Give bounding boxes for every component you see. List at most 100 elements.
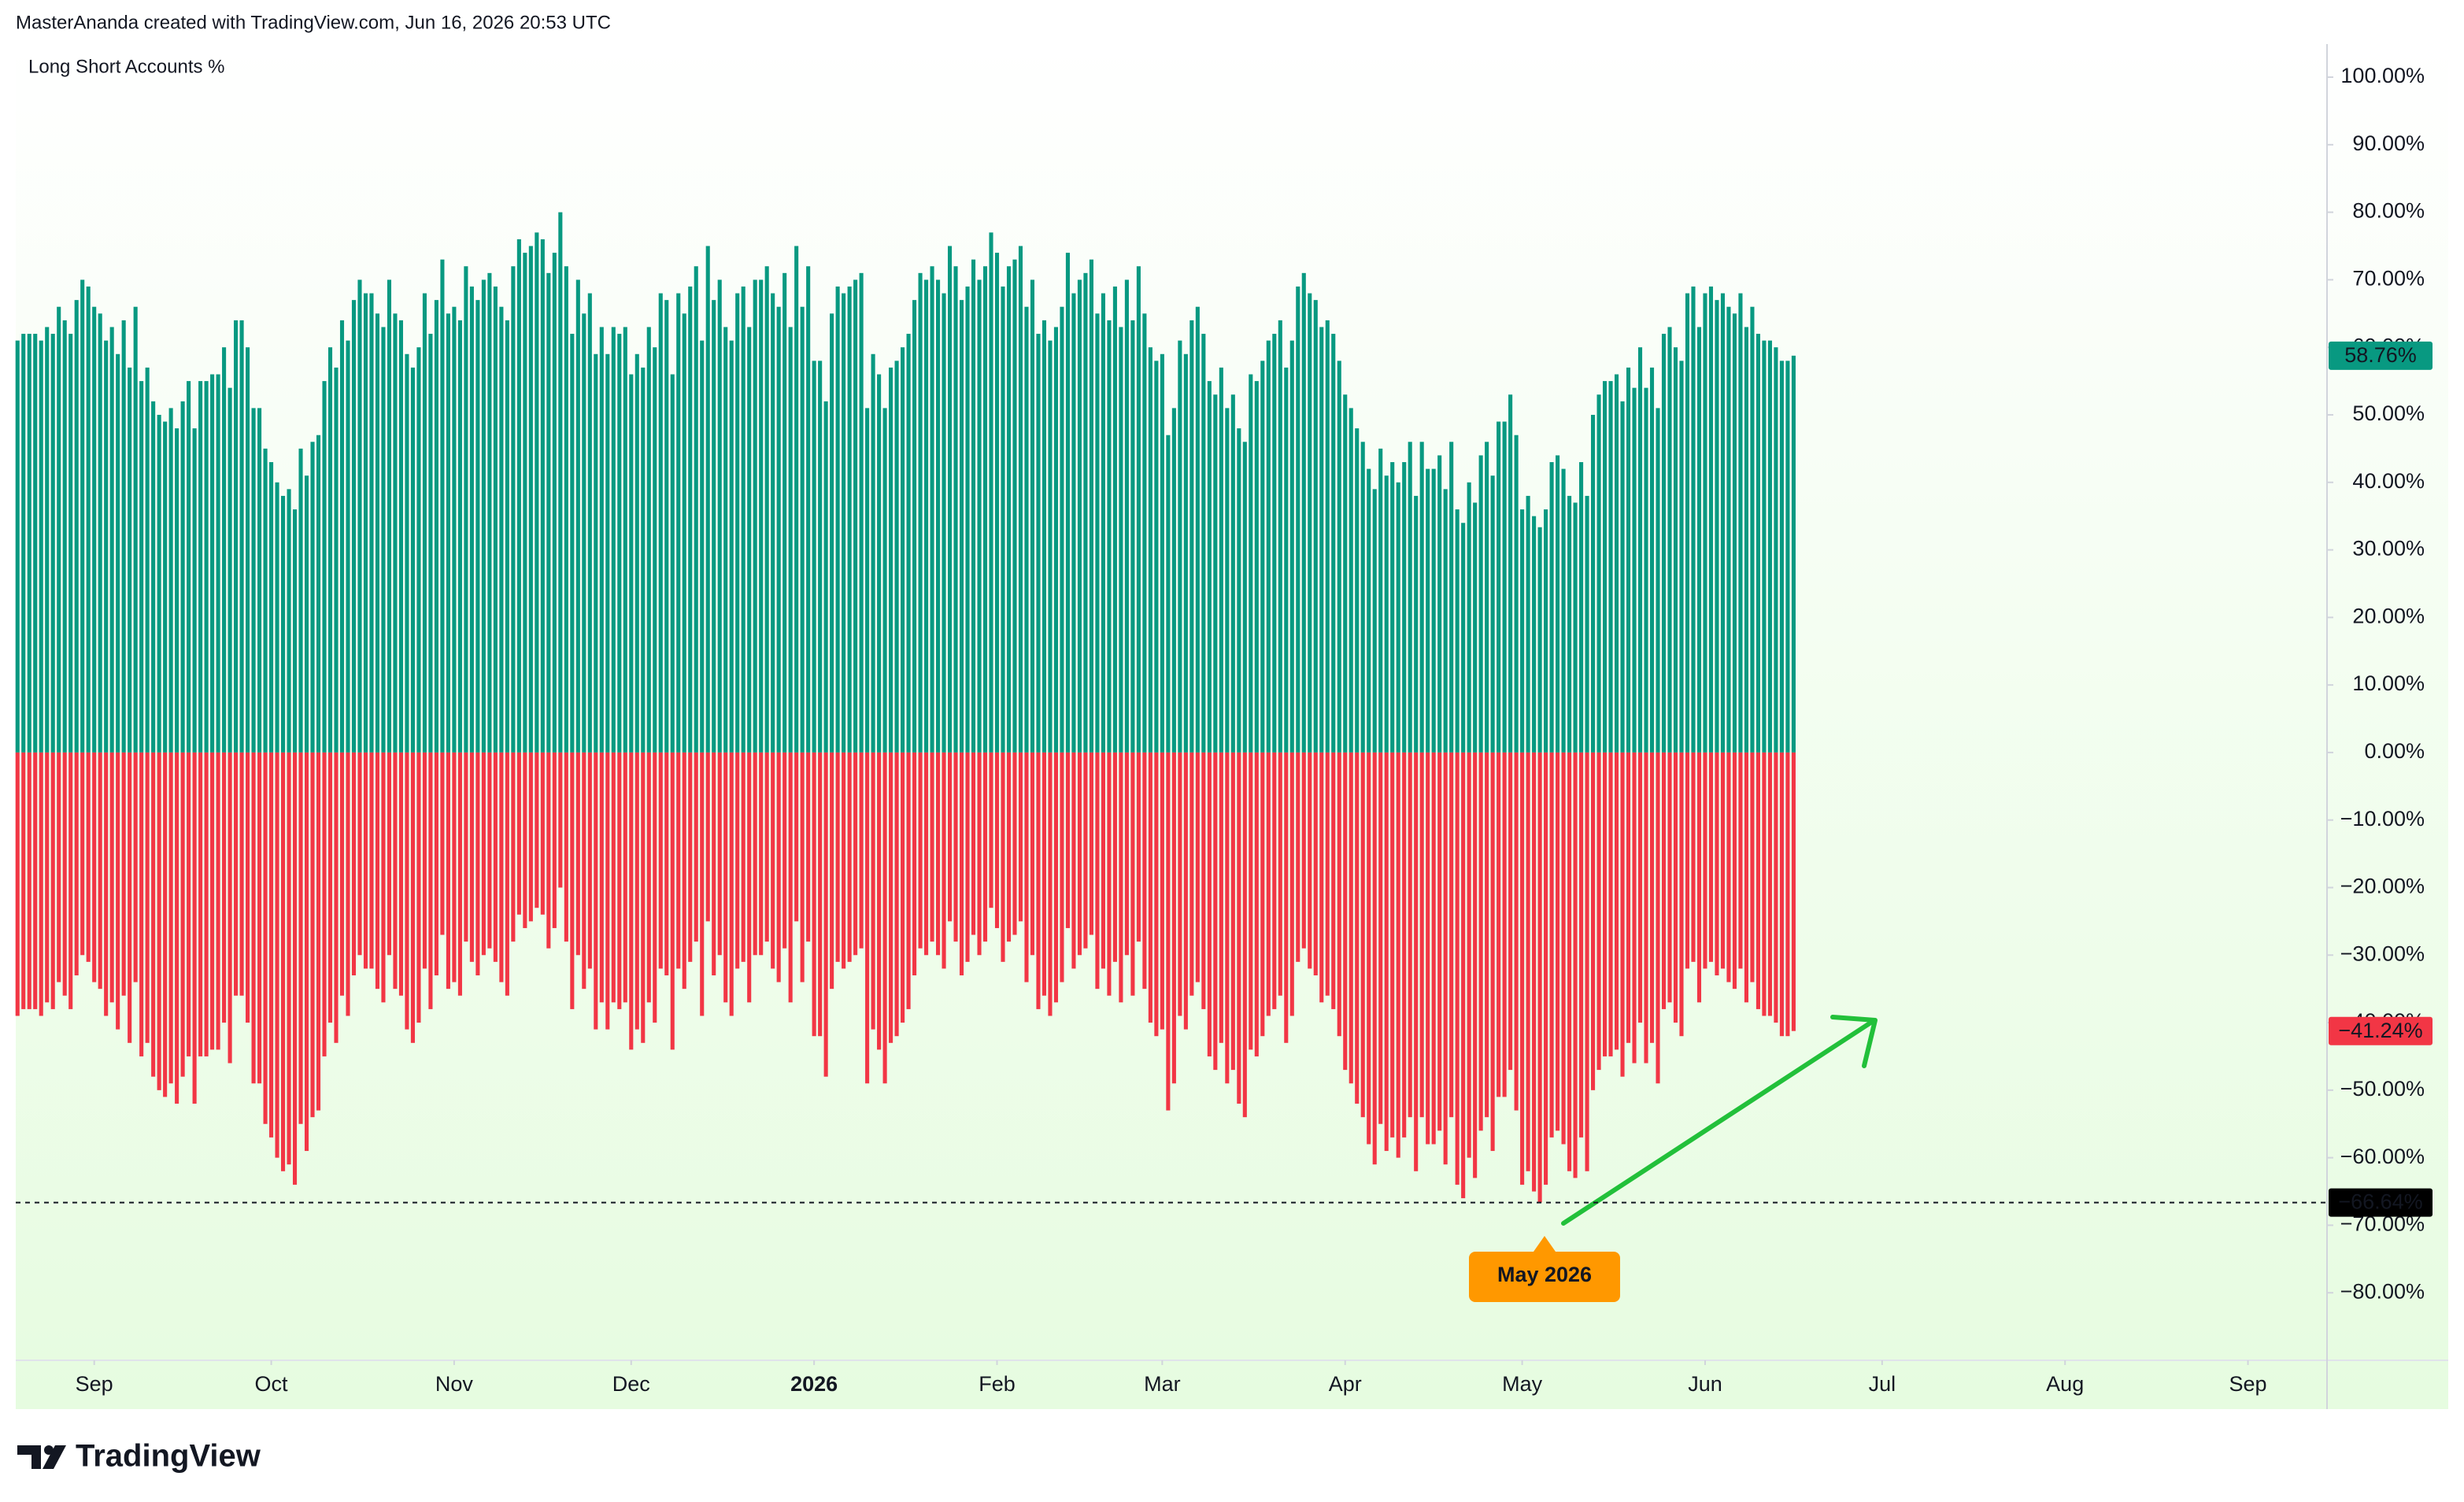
bar [192,428,197,753]
bar [1537,527,1542,753]
bar [1478,455,1483,753]
bar [234,752,239,996]
bar [1455,752,1460,1185]
bar [334,752,339,1043]
bar [1355,428,1360,753]
bar [1018,752,1023,922]
bar [351,300,357,753]
bar [327,752,333,1023]
bar [1071,752,1076,969]
bar [1715,752,1719,976]
bar [605,353,610,753]
bar [499,752,504,982]
y-tick-label: 30.00% [2352,537,2425,560]
bar [187,752,191,1056]
bar [15,340,20,753]
bar [1237,752,1241,1104]
bar [877,752,882,1050]
bar [688,752,693,962]
bar [570,334,575,753]
bar [1750,306,1755,753]
bar [1266,752,1271,1016]
bar [1041,752,1047,996]
bar [782,752,787,949]
bar [1301,752,1306,949]
bar [1449,752,1454,1118]
bar [1762,752,1767,1016]
bar [239,752,244,996]
bar [1136,752,1141,942]
bar [422,293,427,753]
bar [57,752,61,982]
bar [664,300,669,753]
bar [1083,272,1088,753]
bar [1024,306,1029,753]
bar [375,752,380,990]
bar [771,293,775,753]
bar [1166,752,1171,1111]
bar [1703,293,1707,753]
bar [499,306,504,753]
bar [906,752,911,1009]
bar [1632,752,1637,1064]
bar [257,408,262,753]
bar [901,752,905,1023]
bar [1637,347,1643,753]
bar [464,752,468,942]
bar [1738,293,1743,753]
bar [1626,367,1631,753]
price-label: −41.24% [2338,1019,2422,1042]
bar [1791,355,1796,753]
bar [104,752,109,1016]
bar [942,293,946,753]
bar [1018,246,1023,753]
bar [1514,752,1519,1111]
bar [175,752,179,1104]
bar [416,752,421,1023]
bar [1614,374,1619,753]
bar [670,374,675,753]
bar [753,279,757,753]
bar [629,374,634,753]
bar [39,340,43,753]
bar [924,279,929,753]
bar [1289,752,1294,1016]
bar [546,752,551,949]
bar [818,361,823,753]
bar [457,320,462,753]
bar [859,272,864,753]
bar [1431,468,1436,753]
bar [304,752,309,1152]
bar [658,752,663,969]
bar [1649,367,1655,753]
bar [1596,752,1601,1071]
bar [410,752,415,1043]
bar [806,752,811,942]
bar [109,752,114,1003]
x-tick-label: Oct [255,1372,289,1396]
bar [21,752,26,1009]
bar [1089,259,1093,753]
bar [634,353,639,753]
bar [1461,523,1466,753]
bar [800,306,805,753]
bar [1732,313,1737,753]
bar [528,246,533,753]
price-label: −66.64% [2338,1190,2422,1214]
bar [128,752,132,1043]
bar [1608,381,1613,753]
bar [877,374,882,753]
x-tick-label: Jun [1688,1372,1722,1396]
bar [145,367,150,753]
bar [947,752,953,922]
bar [1390,462,1395,753]
bar [1419,442,1424,753]
bar [1006,266,1012,753]
bar [1119,752,1123,1003]
bar [1502,752,1507,1097]
bar [582,313,586,753]
chart-title: Long Short Accounts % [28,56,225,77]
bar [1178,752,1182,1016]
footer-text: TradingView [76,1439,261,1474]
bar [1201,752,1206,1009]
